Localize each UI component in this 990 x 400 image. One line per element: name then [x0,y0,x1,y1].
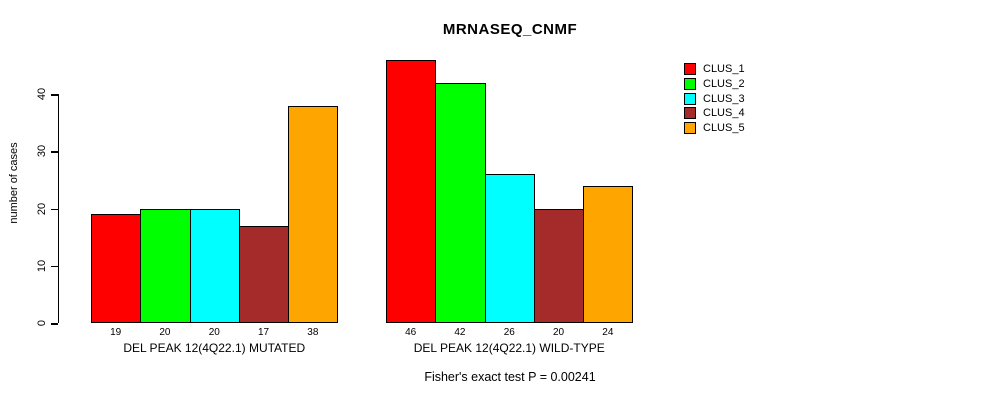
legend-item: CLUS_4 [684,106,745,121]
y-axis-tick [50,323,58,325]
bar-clus_4-group1 [238,225,290,323]
group-label: DEL PEAK 12(4Q22.1) WILD-TYPE [413,341,605,355]
legend-label: CLUS_5 [703,122,745,135]
bar-value-label: 26 [503,327,515,338]
legend-item: CLUS_3 [684,91,745,106]
bar-value-label: 17 [257,327,270,338]
bar-value-label: 20 [159,327,171,338]
bar-value-label: 20 [208,327,220,338]
y-axis-tick-label: 30 [36,145,48,158]
y-axis-line [57,94,59,323]
annotation-text: Fisher's exact test P = 0.00241 [424,370,596,384]
bar-value-label: 20 [552,327,565,338]
legend-item: CLUS_1 [684,62,745,77]
legend-label: CLUS_3 [703,92,745,105]
y-axis-tick [50,151,58,153]
legend-label: CLUS_2 [703,78,745,91]
bar-clus_1-group2 [386,59,437,323]
legend-item: CLUS_2 [684,77,745,92]
y-axis-tick-label: 20 [36,202,48,215]
bar-clus_5-group1 [288,105,339,323]
bar-clus_2-group1 [140,208,191,323]
legend: CLUS_1 CLUS_2 CLUS_3 CLUS_4 CLUS_5 [684,62,745,135]
legend-item: CLUS_5 [684,121,745,136]
legend-swatch-icon [684,92,696,105]
y-axis-label: number of cases [8,142,20,224]
legend-label: CLUS_1 [703,63,745,76]
bar-clus_5-group2 [583,185,634,323]
bar-clus_3-group1 [189,208,240,323]
y-axis-tick-label: 40 [36,88,48,101]
chart-title: MRNASEQ_CNMF [442,21,578,38]
group-label: DEL PEAK 12(4Q22.1) MUTATED [123,341,306,355]
bar-value-label: 19 [110,327,122,338]
y-axis-tick [50,265,58,268]
y-axis-tick-label: 0 [36,319,48,327]
y-axis-tick-label: 10 [36,259,48,272]
bar-value-label: 24 [602,327,614,338]
y-axis-tick [50,94,58,96]
legend-label: CLUS_4 [703,107,745,120]
y-axis-tick [50,208,58,211]
bar-value-label: 42 [454,327,466,338]
bar-clus_4-group2 [533,208,585,323]
legend-swatch-icon [684,107,696,120]
legend-swatch-icon [684,78,696,91]
legend-swatch-icon [684,63,696,76]
bar-value-label: 46 [405,327,417,338]
bar-clus_2-group2 [435,82,486,323]
bar-value-label: 38 [307,327,319,338]
legend-swatch-icon [684,122,696,135]
bar-clus_1-group1 [91,214,142,323]
bar-clus_3-group2 [484,174,535,323]
